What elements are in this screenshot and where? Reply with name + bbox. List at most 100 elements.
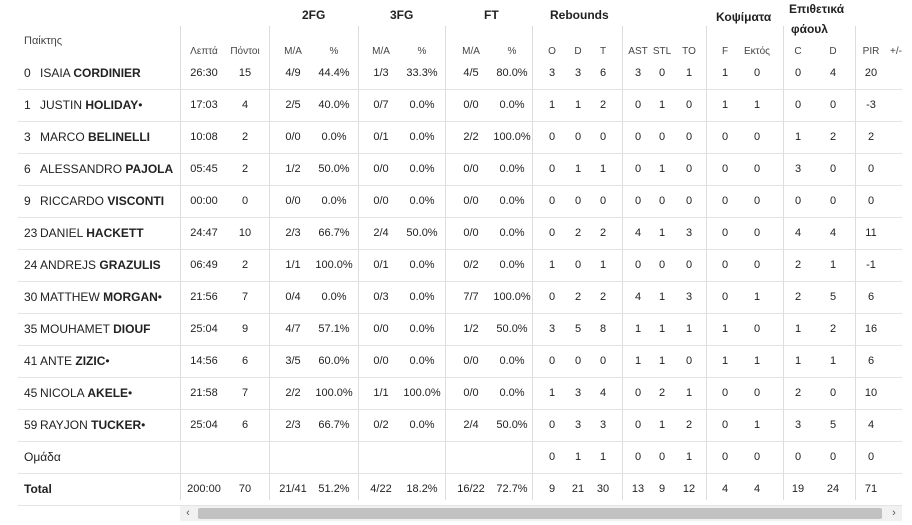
column-divider bbox=[532, 26, 533, 500]
stat-cell: 0/0 bbox=[463, 99, 479, 111]
player-name[interactable]: 0 ISAIA CORDINIER bbox=[24, 57, 141, 89]
stat-cell: 4/22 bbox=[370, 483, 392, 495]
stat-cell: 11 bbox=[865, 227, 877, 239]
stat-cell: 1 bbox=[574, 99, 582, 111]
stat-cell: 6 bbox=[867, 291, 875, 303]
player-name[interactable]: 3 MARCO BELINELLI bbox=[24, 121, 150, 153]
table-row: 59 RAYJON TUCKER• 25:04 6 2/3 66.7% 0/2 0.0% 2/4… bbox=[18, 409, 902, 442]
stat-cell: 0.0% bbox=[409, 323, 435, 335]
stat-cell: 25:04 bbox=[190, 419, 218, 431]
column-header: Πόντοι bbox=[230, 46, 260, 57]
stat-cell: 26:30 bbox=[190, 67, 218, 79]
column-header: PIR bbox=[862, 46, 880, 57]
stat-cell: 0/0 bbox=[373, 163, 389, 175]
column-divider bbox=[445, 26, 446, 500]
scroll-thumb[interactable] bbox=[198, 508, 882, 519]
stat-cell: 40.0% bbox=[318, 99, 350, 111]
stat-cell: 0.0% bbox=[409, 195, 435, 207]
header-off-fouls-line2: φάουλ bbox=[791, 22, 828, 36]
stat-cell: 0 bbox=[753, 387, 761, 399]
stat-cell: 72.7% bbox=[496, 483, 528, 495]
stat-cell: 0.0% bbox=[499, 99, 525, 111]
stat-cell: 7 bbox=[241, 387, 249, 399]
stat-cell: 0/1 bbox=[373, 131, 389, 143]
stat-cell: 0 bbox=[574, 355, 582, 367]
stat-cell: 0.0% bbox=[409, 259, 435, 271]
stat-cell: 0 bbox=[721, 195, 729, 207]
stat-cell: 16 bbox=[864, 323, 878, 335]
stat-cell: 2/5 bbox=[285, 99, 301, 111]
stat-cell: 15 bbox=[238, 67, 252, 79]
stat-cell: 3 bbox=[685, 227, 693, 239]
stat-cell: 0 bbox=[685, 259, 693, 271]
stat-cell: 1 bbox=[721, 67, 729, 79]
stat-cell: 3 bbox=[548, 323, 556, 335]
starter-mark: • bbox=[141, 418, 146, 432]
stat-cell: 0.0% bbox=[499, 259, 525, 271]
player-number: 41 bbox=[24, 354, 38, 368]
player-name[interactable]: 59 RAYJON TUCKER• bbox=[24, 409, 145, 441]
team-row: Ομάδα 0 1 1 0 0 1 0 0 0 0 0 bbox=[18, 441, 902, 474]
player-name[interactable]: 41 ANTE ZIZIC• bbox=[24, 345, 110, 377]
stat-cell: 2/3 bbox=[285, 419, 301, 431]
stat-cell: 4 bbox=[634, 291, 642, 303]
stat-cell: 1 bbox=[574, 163, 582, 175]
stat-cell: 0.0% bbox=[499, 195, 525, 207]
table-row: 23 DANIEL HACKETT 24:47 10 2/3 66.7% 2/4 50.0% 0… bbox=[18, 217, 902, 250]
scroll-left-icon[interactable]: ‹ bbox=[186, 507, 190, 519]
player-last-name: MORGAN bbox=[103, 290, 158, 304]
stat-cell: 60.0% bbox=[318, 355, 350, 367]
stat-cell: 0 bbox=[574, 259, 582, 271]
player-name[interactable]: 24 ANDREJS GRAZULIS bbox=[24, 249, 161, 281]
stat-cell: 2 bbox=[241, 163, 249, 175]
player-name[interactable]: 35 MOUHAMET DIOUF bbox=[24, 313, 150, 345]
stat-cell: 2 bbox=[794, 291, 802, 303]
stat-cell: 9 bbox=[241, 323, 249, 335]
stat-cell: 100.0% bbox=[315, 259, 353, 271]
player-name[interactable]: 1 JUSTIN HOLIDAY• bbox=[24, 89, 142, 121]
stat-cell: 0 bbox=[867, 163, 875, 175]
scroll-right-icon[interactable]: › bbox=[892, 507, 896, 519]
stat-cell: 0.0% bbox=[409, 99, 435, 111]
stat-cell: 0 bbox=[794, 451, 802, 463]
stat-cell: 0 bbox=[829, 163, 837, 175]
stat-cell: 0 bbox=[794, 99, 802, 111]
player-number: 0 bbox=[24, 66, 31, 80]
stat-cell: 1 bbox=[753, 99, 761, 111]
stat-cell: 0 bbox=[721, 291, 729, 303]
player-name[interactable]: 9 RICCARDO VISCONTI bbox=[24, 185, 164, 217]
stat-cell: 0/2 bbox=[373, 419, 389, 431]
stat-cell: 10 bbox=[864, 387, 878, 399]
stat-cell: 1 bbox=[548, 99, 556, 111]
stat-cell: 0.0% bbox=[321, 291, 347, 303]
stat-cell: 50.0% bbox=[406, 227, 438, 239]
stat-cell: 0/0 bbox=[463, 163, 479, 175]
stat-cell: 1 bbox=[548, 387, 556, 399]
table-row: 41 ANTE ZIZIC• 14:56 6 3/5 60.0% 0/0 0.0% 0/0 0.0… bbox=[18, 345, 902, 378]
header-rebounds: Rebounds bbox=[550, 8, 609, 22]
player-name[interactable]: 6 ALESSANDRO PAJOLA bbox=[24, 153, 173, 185]
player-name[interactable]: 30 MATTHEW MORGAN• bbox=[24, 281, 162, 313]
stat-cell: 8 bbox=[599, 323, 607, 335]
stat-cell: 0 bbox=[753, 451, 761, 463]
stat-cell: 71 bbox=[864, 483, 878, 495]
stat-cell: 0 bbox=[794, 67, 802, 79]
stat-cell: 0 bbox=[634, 259, 642, 271]
stat-cell: 3 bbox=[634, 67, 642, 79]
stat-cell: 0 bbox=[658, 451, 666, 463]
stat-cell: 0 bbox=[548, 195, 556, 207]
stat-cell: 1 bbox=[658, 291, 666, 303]
horizontal-scrollbar[interactable]: ‹ › bbox=[180, 506, 902, 521]
starter-mark: • bbox=[105, 354, 110, 368]
stat-cell: 2 bbox=[829, 323, 837, 335]
player-name[interactable]: 45 NICOLA AKELE• bbox=[24, 377, 132, 409]
stat-cell: 0 bbox=[685, 99, 693, 111]
stat-cell: 2/2 bbox=[463, 131, 479, 143]
player-name[interactable]: 23 DANIEL HACKETT bbox=[24, 217, 144, 249]
stat-cell: 0 bbox=[753, 67, 761, 79]
stat-cell: 4 bbox=[634, 227, 642, 239]
stat-cell: 1 bbox=[658, 355, 666, 367]
player-number: 35 bbox=[24, 322, 38, 336]
stat-cell: 25:04 bbox=[190, 323, 218, 335]
stat-cell: 1 bbox=[685, 451, 693, 463]
